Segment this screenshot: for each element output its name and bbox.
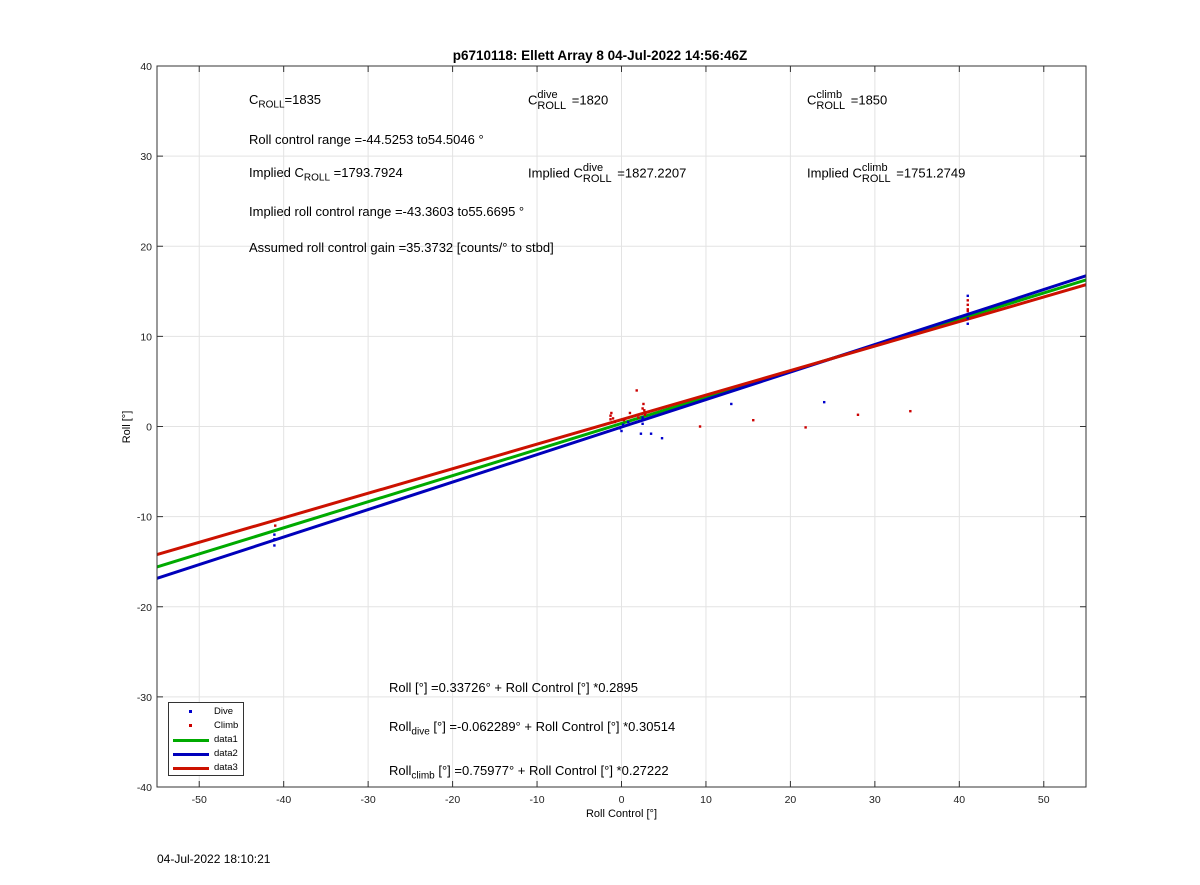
legend-item-data2: data2 xyxy=(169,747,243,761)
data-point-climb xyxy=(643,413,647,416)
data-point-dive xyxy=(618,427,622,430)
chart-legend: Dive Climb data1 data2 data3 xyxy=(168,702,244,776)
fit-line-data3 xyxy=(157,283,1086,557)
data-point-dive xyxy=(822,400,826,404)
data-point-dive xyxy=(627,420,630,424)
x-tick-label: 10 xyxy=(700,794,712,806)
legend-item-data3: data3 xyxy=(169,761,243,775)
axes-box xyxy=(156,65,1087,788)
data-point-dive xyxy=(273,537,276,541)
data-point-dive xyxy=(641,422,644,425)
legend-item-dive: Dive xyxy=(169,705,243,719)
annotation-implied-c-roll: Implied CROLL =1793.7924 xyxy=(249,165,403,184)
x-tick-label: 50 xyxy=(1038,794,1050,806)
data-point-climb xyxy=(613,420,616,424)
legend-item-climb: Climb xyxy=(169,719,243,733)
x-tick-label: -30 xyxy=(361,794,376,806)
legend-label-data3: data3 xyxy=(214,762,238,773)
fit-line-data2 xyxy=(157,274,1086,580)
data-point-climb xyxy=(966,308,969,311)
legend-label-data2: data2 xyxy=(214,748,238,759)
data-point-dive xyxy=(273,544,276,547)
legend-marker-dive xyxy=(189,710,192,713)
data-point-climb xyxy=(635,389,638,392)
y-tick-label: 0 xyxy=(146,422,152,434)
legend-marker-climb xyxy=(189,724,192,727)
data-point-dive xyxy=(641,416,644,419)
data-point-climb xyxy=(622,418,626,422)
data-point-climb xyxy=(698,425,702,428)
chart-title: p6710118: Ellett Array 8 04-Jul-2022 14:… xyxy=(452,48,748,63)
x-axis-label: Roll Control [°] xyxy=(585,808,658,820)
data-point-climb xyxy=(609,414,612,417)
y-axis-label: Roll [°] xyxy=(121,410,133,444)
data-point-climb xyxy=(611,417,615,420)
legend-label-data1: data1 xyxy=(214,734,238,745)
annotation-gain: Assumed roll control gain =35.3732 [coun… xyxy=(249,240,554,255)
data-point-climb xyxy=(610,411,613,415)
data-point-dive xyxy=(966,317,969,320)
data-point-dive xyxy=(966,322,969,325)
data-point-climb xyxy=(643,409,646,412)
data-point-climb xyxy=(966,309,969,313)
x-tick-label: -50 xyxy=(192,794,207,806)
data-point-dive xyxy=(966,294,969,298)
y-tick-label: 30 xyxy=(140,151,152,163)
annotation-fit-all: Roll [°] =0.33726° + Roll Control [°] *0… xyxy=(389,680,639,695)
data-point-dive xyxy=(273,533,276,536)
y-tick-label: -40 xyxy=(137,782,152,794)
data-point-climb xyxy=(274,524,277,527)
legend-line-data1 xyxy=(173,739,209,742)
data-point-climb xyxy=(641,407,644,410)
y-tick-label: -10 xyxy=(137,512,152,524)
data-point-dive xyxy=(660,437,664,440)
data-point-climb xyxy=(804,426,807,429)
legend-label-dive: Dive xyxy=(214,706,234,717)
data-point-dive xyxy=(641,418,644,421)
y-tick-label: 20 xyxy=(140,241,152,253)
x-tick-label: 0 xyxy=(619,794,625,806)
data-point-climb xyxy=(909,409,912,413)
data-point-dive xyxy=(639,432,643,435)
data-point-climb xyxy=(637,416,640,419)
x-tick-label: -20 xyxy=(445,794,460,806)
data-point-dive xyxy=(621,423,625,426)
x-tick-label: 40 xyxy=(953,794,965,806)
x-tick-label: 30 xyxy=(869,794,881,806)
data-point-climb xyxy=(966,299,969,302)
footer-timestamp: 04-Jul-2022 18:10:21 xyxy=(157,852,271,866)
data-point-dive xyxy=(649,432,653,435)
y-tick-label: -20 xyxy=(137,602,152,614)
annotation-roll-range: Roll control range =-44.5253 to54.5046 ° xyxy=(249,132,484,147)
data-point-climb xyxy=(609,418,612,421)
legend-line-data3 xyxy=(173,767,209,770)
legend-item-data1: data1 xyxy=(169,733,243,747)
annotation-implied-range: Implied roll control range =-43.3603 to5… xyxy=(249,204,525,219)
legend-line-data2 xyxy=(173,753,209,756)
x-tick-label: 20 xyxy=(785,794,797,806)
annotation-fit-dive: Rolldive [°] =-0.062289° + Roll Control … xyxy=(389,719,676,738)
y-tick-label: 40 xyxy=(140,61,152,73)
y-tick-label: 10 xyxy=(140,331,152,343)
annotation-fit-climb: Rollclimb [°] =0.75977° + Roll Control [… xyxy=(389,763,669,782)
y-tick-label: -30 xyxy=(137,692,152,704)
data-point-dive xyxy=(620,429,623,433)
data-point-climb xyxy=(752,418,755,422)
x-tick-label: -10 xyxy=(529,794,544,806)
x-tick-label: -40 xyxy=(276,794,291,806)
data-point-climb xyxy=(856,413,860,416)
data-point-climb xyxy=(628,411,632,415)
legend-label-climb: Climb xyxy=(214,720,239,731)
annotation-c-roll: CROLL=1835 xyxy=(249,92,322,111)
data-point-climb xyxy=(642,402,645,406)
data-point-dive xyxy=(730,402,733,406)
data-point-climb xyxy=(966,303,969,307)
